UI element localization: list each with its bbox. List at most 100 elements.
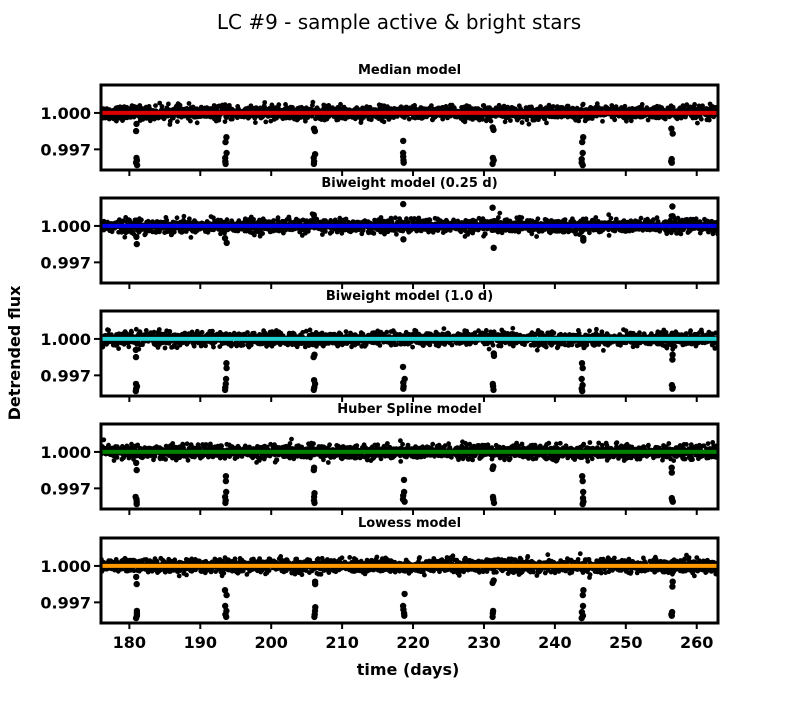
data-point — [496, 215, 501, 220]
transit-point — [311, 127, 319, 135]
transit-point — [133, 120, 140, 128]
data-point — [576, 118, 582, 124]
data-point — [303, 328, 309, 334]
data-point — [394, 231, 399, 237]
data-point — [412, 216, 417, 221]
data-point — [129, 329, 135, 335]
data-point — [159, 104, 165, 109]
data-point — [286, 217, 292, 222]
data-point — [147, 118, 153, 124]
data-point — [157, 229, 162, 235]
data-point — [151, 329, 157, 335]
data-point — [385, 229, 391, 235]
scatter-points — [101, 99, 718, 169]
transit-point — [669, 130, 676, 137]
transit-point — [489, 204, 496, 211]
figure-title: LC #9 - sample active & bright stars — [217, 10, 581, 34]
transit-point — [579, 138, 586, 146]
data-point — [203, 343, 209, 349]
data-point — [271, 218, 276, 223]
data-point — [406, 116, 412, 122]
transit-point — [579, 149, 586, 157]
data-point — [481, 103, 487, 108]
data-point — [381, 119, 387, 125]
data-point — [697, 230, 703, 236]
data-point — [612, 117, 618, 123]
data-point — [337, 215, 343, 221]
data-point — [550, 104, 556, 109]
data-point — [222, 230, 228, 236]
data-point — [600, 118, 605, 124]
data-point — [339, 230, 345, 236]
data-point — [587, 230, 592, 236]
data-point — [662, 116, 668, 122]
y-tick-label: 0.997 — [40, 140, 91, 159]
data-point — [482, 231, 488, 237]
data-point — [157, 100, 163, 106]
data-point — [126, 344, 132, 350]
data-point — [262, 100, 268, 105]
data-point — [695, 120, 700, 126]
data-point — [240, 342, 246, 348]
data-point — [594, 101, 600, 107]
data-point — [210, 328, 215, 334]
data-point — [599, 106, 605, 112]
x-axis-label: time (days) — [357, 660, 460, 679]
data-point — [544, 120, 549, 126]
transit-point — [580, 237, 587, 244]
data-point — [303, 118, 308, 124]
transit-point — [580, 134, 587, 141]
panel-title: Biweight model (1.0 d) — [326, 289, 493, 304]
data-point — [323, 229, 328, 234]
data-point — [274, 115, 279, 121]
data-point — [670, 104, 676, 110]
transit-point — [132, 127, 140, 135]
data-point — [580, 101, 586, 107]
scatter-points — [101, 325, 718, 395]
data-point — [188, 235, 194, 240]
data-point — [133, 326, 139, 332]
data-point — [186, 101, 192, 106]
data-point — [561, 229, 567, 235]
transit-point — [490, 126, 497, 134]
transit-point — [311, 215, 318, 222]
data-point — [692, 102, 697, 107]
data-point — [156, 327, 162, 332]
transit-point — [133, 161, 141, 169]
data-point — [624, 118, 629, 124]
transit-point — [668, 125, 675, 132]
data-point — [654, 215, 660, 221]
data-point — [120, 218, 126, 224]
data-point — [508, 118, 513, 123]
transit-point — [223, 239, 230, 247]
transit-point — [400, 236, 407, 243]
data-point — [427, 217, 433, 223]
data-point — [488, 118, 494, 124]
data-point — [109, 229, 115, 235]
data-point — [275, 215, 281, 221]
data-point — [476, 215, 482, 221]
transit-point — [489, 160, 496, 168]
data-point — [313, 116, 318, 122]
transit-point — [669, 213, 676, 220]
data-point — [181, 213, 187, 219]
data-point — [307, 327, 313, 333]
data-point — [152, 116, 157, 122]
data-point — [174, 215, 180, 221]
data-point — [222, 102, 228, 108]
data-point — [175, 119, 180, 124]
data-point — [613, 216, 619, 222]
data-point — [167, 329, 173, 334]
data-point — [116, 346, 121, 351]
data-point — [678, 231, 684, 237]
data-point — [526, 121, 532, 127]
data-point — [122, 234, 128, 240]
data-point — [524, 117, 530, 123]
data-point — [622, 103, 628, 109]
data-point — [535, 216, 541, 222]
data-point — [651, 217, 656, 223]
data-point — [416, 215, 422, 221]
y-tick-label: 0.997 — [40, 253, 91, 272]
data-point — [583, 216, 589, 222]
